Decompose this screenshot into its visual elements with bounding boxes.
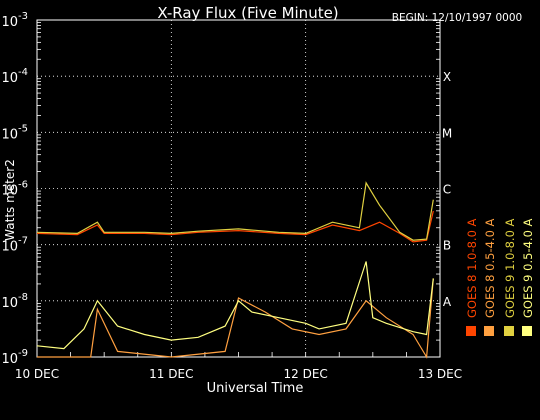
y-tick-label: 10-5 — [1, 123, 28, 142]
x-axis-label: Universal Time — [207, 381, 304, 396]
series-line-1 — [37, 211, 433, 242]
x-tick-labels: 10 DEC 11 DEC 12 DEC 13 DEC — [15, 367, 462, 381]
flare-class-label: B — [443, 239, 451, 253]
legend-label: GOES 9 1.0-8.0 A — [503, 218, 517, 318]
begin-label: BEGIN: 12/10/1997 0000 — [392, 12, 522, 24]
flare-class-labels: X M C B A — [442, 70, 452, 309]
chart-title: X-Ray Flux (Five Minute) — [157, 4, 338, 22]
x-tick-label: 11 DEC — [149, 367, 193, 381]
y-tick-label: 10-4 — [1, 67, 28, 86]
y-tick-label: 10-8 — [1, 292, 28, 311]
legend-label: GOES 8 0.5-4.0 A — [483, 218, 497, 318]
series-group — [37, 183, 433, 357]
flare-class-label: C — [443, 183, 451, 197]
flare-class-label: X — [443, 70, 451, 84]
x-tick-label: 10 DEC — [15, 367, 59, 381]
series-line-4 — [37, 262, 433, 349]
y-axis-label: Watts meter2 — [3, 159, 17, 241]
legend-swatch — [504, 326, 514, 336]
legend-swatch — [484, 326, 494, 336]
legend-label: GOES 9 0.5-4.0 A — [521, 218, 535, 318]
flare-class-label: A — [443, 295, 452, 309]
legend: GOES 8 1.0-8.0 A GOES 8 0.5-4.0 A GOES 9 1… — [465, 218, 535, 336]
legend-swatch — [466, 326, 476, 336]
legend-swatch — [522, 326, 532, 336]
legend-label: GOES 8 1.0-8.0 A — [465, 218, 479, 318]
y-tick-label: 10-3 — [1, 11, 28, 30]
x-tick-label: 12 DEC — [284, 367, 328, 381]
x-tick-label: 13 DEC — [418, 367, 462, 381]
series-line-3 — [37, 183, 433, 240]
flare-class-label: M — [442, 126, 452, 140]
y-tick-label: 10-9 — [1, 348, 28, 367]
grid — [37, 20, 440, 357]
